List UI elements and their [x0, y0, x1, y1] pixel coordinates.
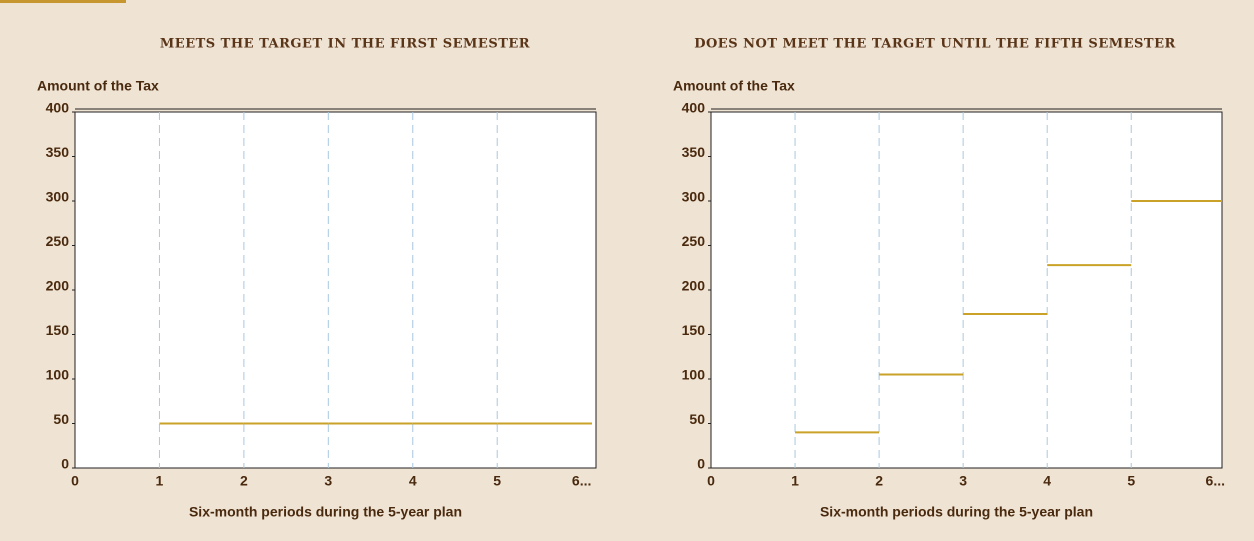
y-tick-label: 350 [46, 144, 70, 160]
x-tick-label: 3 [324, 473, 332, 489]
x-tick-label: 6... [1206, 473, 1225, 489]
x-tick-label: 0 [707, 473, 715, 489]
y-tick-label: 150 [682, 322, 706, 338]
y-tick-label: 0 [61, 456, 69, 472]
x-tick-label: 4 [409, 473, 417, 489]
x-tick-label: 2 [240, 473, 248, 489]
y-tick-label: 0 [697, 456, 705, 472]
y-tick-label: 300 [46, 189, 70, 205]
x-tick-label: 5 [493, 473, 501, 489]
y-tick-label: 350 [682, 144, 706, 160]
y-tick-label: 200 [46, 278, 70, 294]
y-tick-label: 100 [46, 367, 70, 383]
y-tick-label: 250 [46, 233, 70, 249]
y-tick-label: 100 [682, 367, 706, 383]
x-tick-label: 1 [791, 473, 799, 489]
y-tick-label: 50 [53, 411, 69, 427]
y-tick-label: 300 [682, 189, 706, 205]
plot-area [710, 111, 1223, 469]
x-tick-label: 4 [1043, 473, 1051, 489]
y-tick-label: 50 [689, 411, 705, 427]
y-axis-label: Amount of the Tax [37, 78, 159, 94]
chart-title: MEETS THE TARGET IN THE FIRST SEMESTER [160, 37, 530, 52]
x-tick-label: 2 [875, 473, 883, 489]
x-tick-label: 5 [1127, 473, 1135, 489]
accent-bar [0, 0, 126, 3]
y-tick-label: 250 [682, 233, 706, 249]
y-tick-label: 400 [682, 100, 706, 116]
x-tick-label: 6... [572, 473, 591, 489]
x-tick-label: 3 [959, 473, 967, 489]
chart-title: DOES NOT MEET THE TARGET UNTIL THE FIFTH… [694, 37, 1176, 52]
x-axis-label: Six-month periods during the 5-year plan [820, 504, 1093, 520]
y-tick-label: 400 [46, 100, 70, 116]
y-tick-label: 150 [46, 322, 70, 338]
y-axis-label: Amount of the Tax [673, 78, 795, 94]
plot-area [74, 111, 597, 469]
y-tick-label: 200 [682, 278, 706, 294]
x-tick-label: 0 [71, 473, 79, 489]
x-tick-label: 1 [156, 473, 164, 489]
x-axis-label: Six-month periods during the 5-year plan [189, 504, 462, 520]
